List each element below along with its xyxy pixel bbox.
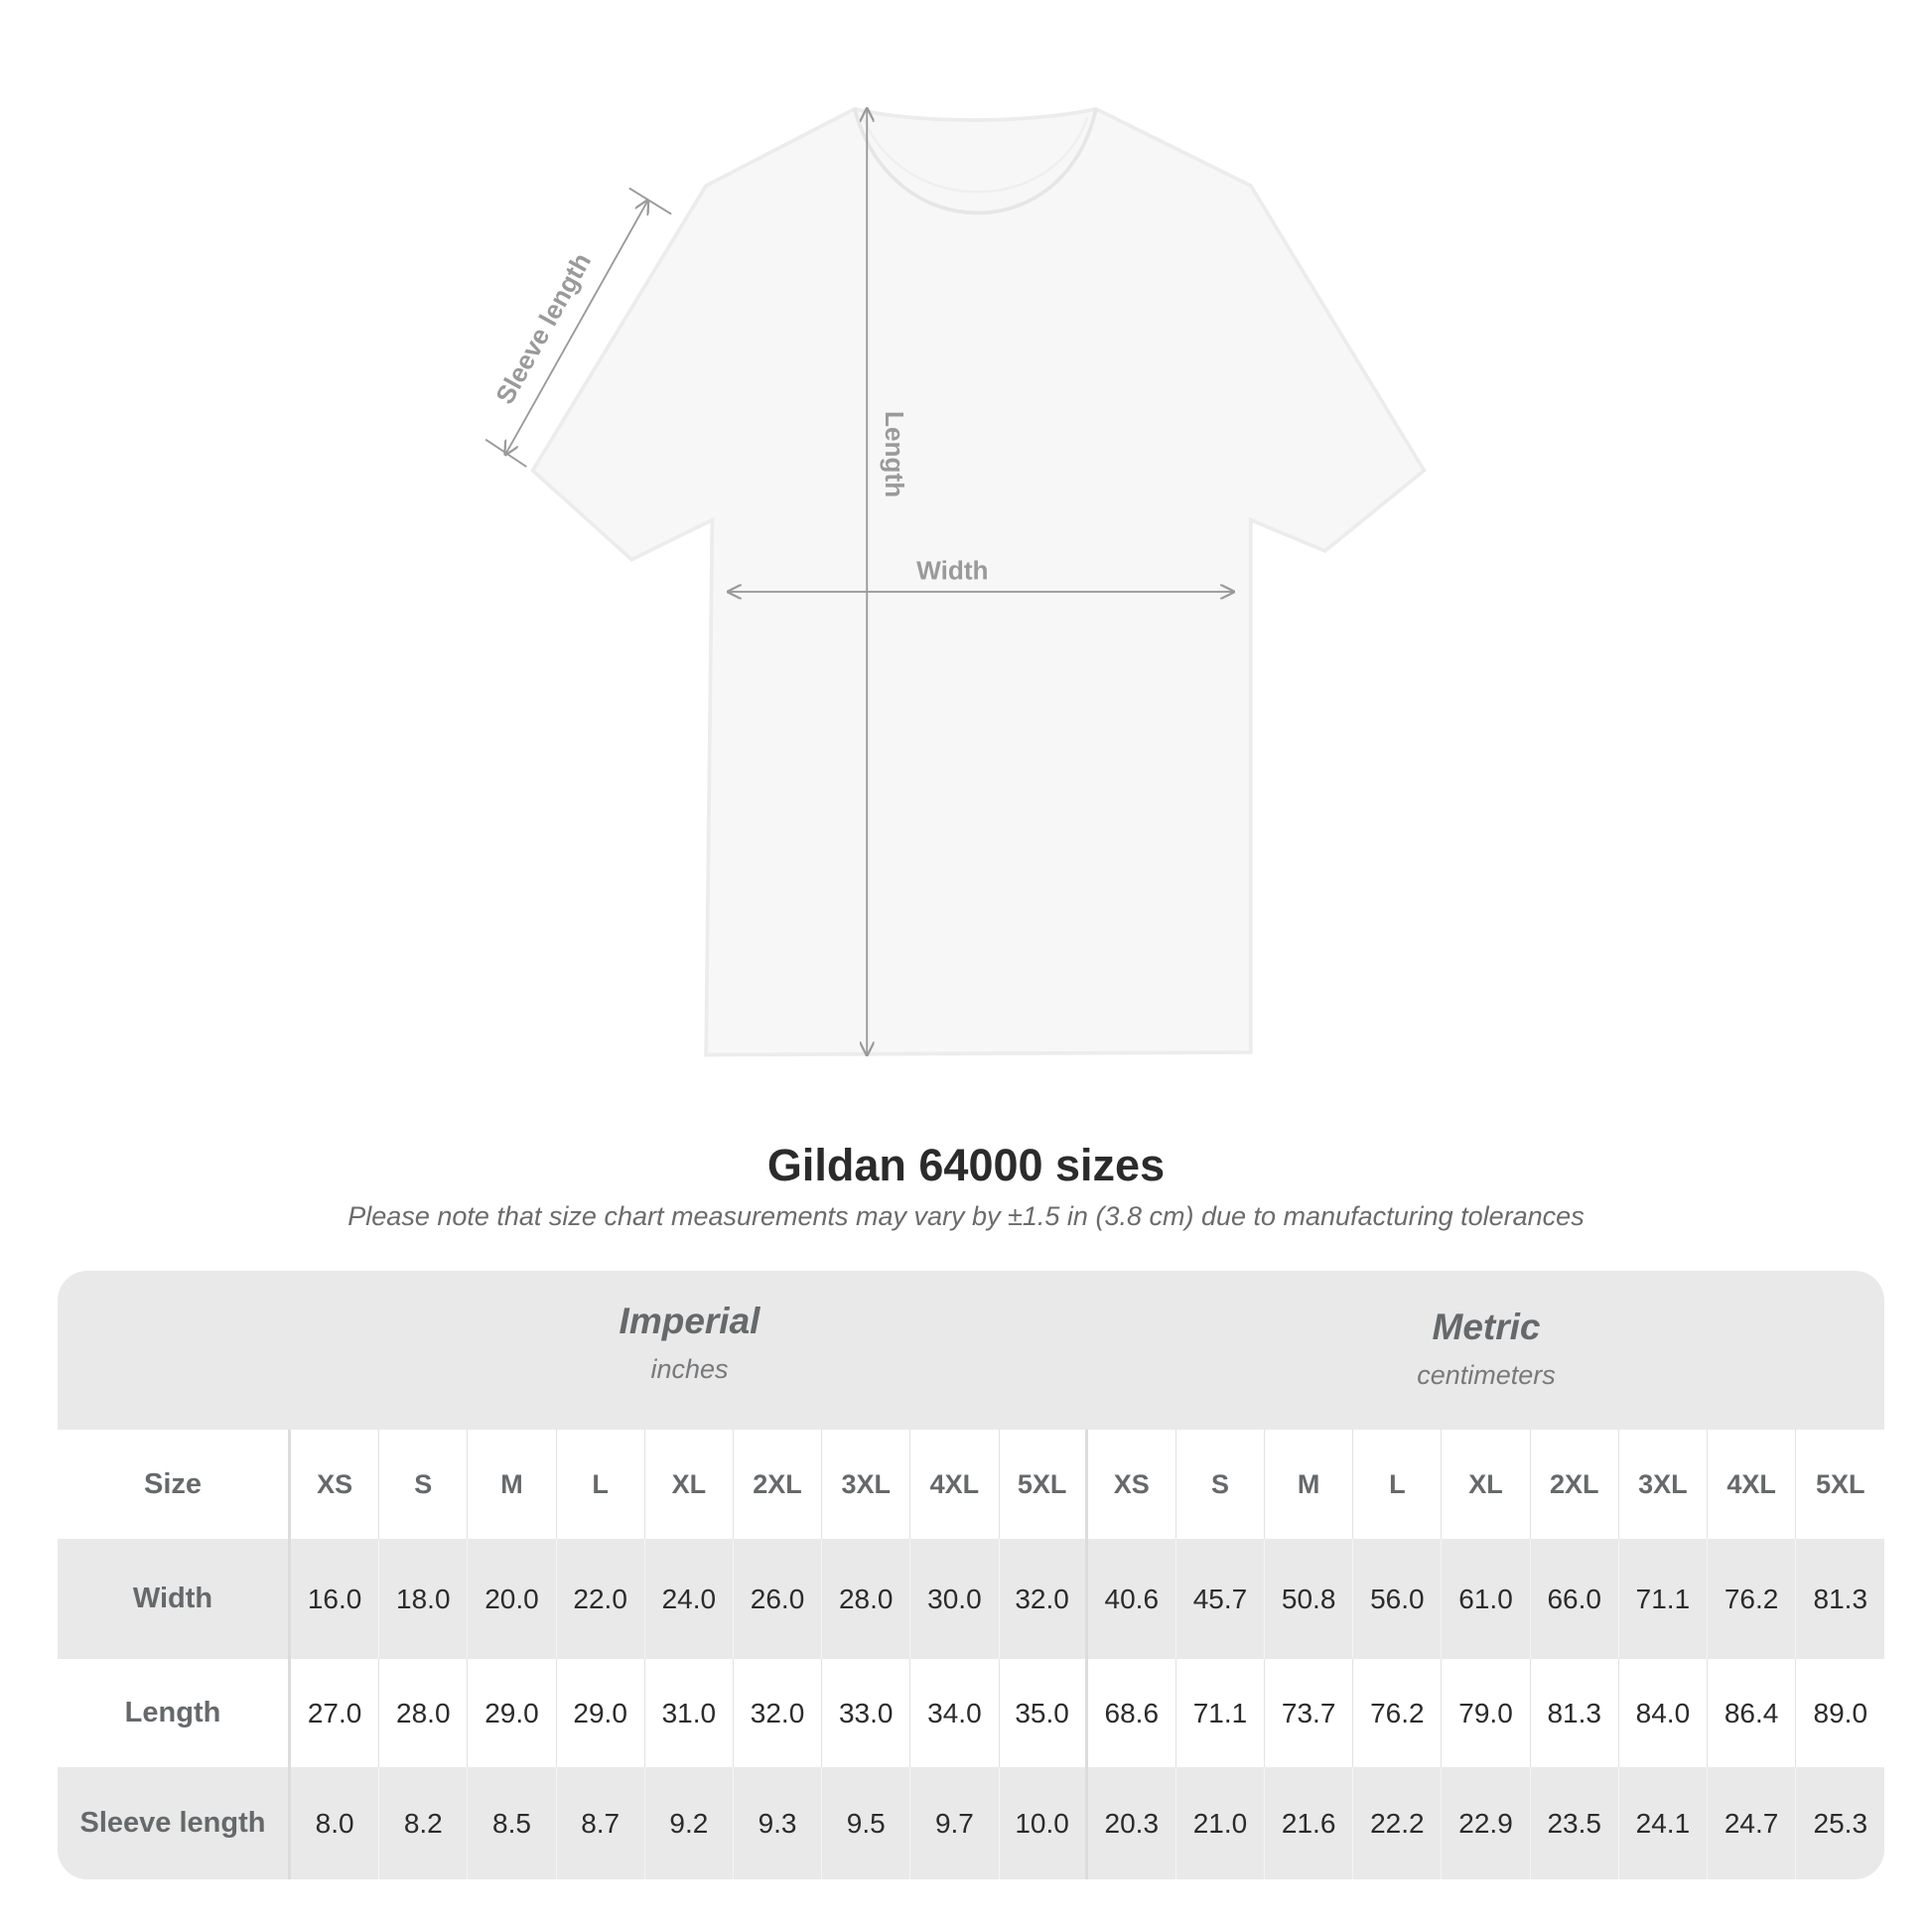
table-cell: 9.2	[645, 1767, 734, 1879]
table-cell: 79.0	[1442, 1659, 1531, 1767]
table-cell: 61.0	[1442, 1539, 1531, 1659]
table-cell: 66.0	[1531, 1539, 1619, 1659]
table-cell: 86.4	[1708, 1659, 1797, 1767]
length-label: Length	[880, 411, 909, 497]
table-cell: 9.5	[822, 1767, 911, 1879]
metric-unit: centimeters	[1417, 1360, 1556, 1390]
table-cell: 45.7	[1176, 1539, 1266, 1659]
table-cell: 20.3	[1088, 1767, 1176, 1879]
tolerance-note: Please note that size chart measurements…	[347, 1201, 1585, 1231]
tshirt-shape	[530, 106, 1427, 1057]
table-cell: 21.0	[1176, 1767, 1266, 1879]
table-cell: 31.0	[645, 1659, 734, 1767]
table-cell: 32.0	[1000, 1539, 1088, 1659]
table-cell: 24.1	[1619, 1767, 1708, 1879]
table-cell: 30.0	[910, 1539, 1000, 1659]
table-cell: 71.1	[1176, 1659, 1266, 1767]
table-cell: 29.0	[557, 1659, 645, 1767]
table-cell: 68.6	[1088, 1659, 1176, 1767]
size-header: 5XL	[1816, 1468, 1865, 1499]
table-cell: 8.2	[379, 1767, 469, 1879]
table-cell: 22.2	[1353, 1767, 1443, 1879]
table-cell: 23.5	[1531, 1767, 1619, 1879]
metric-header: Metric centimeters	[1088, 1307, 1884, 1391]
table-cell: 56.0	[1353, 1539, 1443, 1659]
table-cell: 40.6	[1088, 1539, 1176, 1659]
row-label: Length	[58, 1659, 291, 1767]
table-cell: 34.0	[910, 1659, 1000, 1767]
tshirt-diagram: Sleeve length Length Width	[484, 106, 1427, 1057]
imperial-unit: inches	[650, 1354, 729, 1384]
size-header: XL	[645, 1430, 734, 1539]
table-row-length: Length 27.0 28.0 29.0 29.0 31.0 32.0 33.0 34.0 35…	[58, 1659, 1884, 1767]
sleeve-length-label: Sleeve length	[489, 248, 597, 409]
width-label: Width	[916, 556, 988, 586]
table-cell: 9.7	[910, 1767, 1000, 1879]
table-cell: 9.3	[734, 1767, 823, 1879]
size-header: S	[1176, 1430, 1266, 1539]
table-cell: 20.0	[468, 1539, 557, 1659]
imperial-header: Imperial inches	[291, 1301, 1088, 1385]
table-cell: 8.7	[557, 1767, 645, 1879]
table-cell: 22.0	[557, 1539, 645, 1659]
table-cell: 84.0	[1619, 1659, 1708, 1767]
table-row-sleeve-length: Sleeve length 8.0 8.2 8.5 8.7 9.2 9.3 9.5 9.7 10.…	[58, 1767, 1884, 1879]
size-header: M	[468, 1430, 557, 1539]
table-cell: 16.0	[291, 1539, 380, 1659]
table-cell: 73.7	[1265, 1659, 1354, 1767]
size-header: 3XL	[822, 1430, 911, 1539]
table-cell: 24.0	[645, 1539, 734, 1659]
table-cell: 81.3	[1531, 1659, 1619, 1767]
table-cell: 26.0	[734, 1539, 823, 1659]
metric-title: Metric	[1432, 1307, 1541, 1347]
table-cell: 35.0	[1000, 1659, 1088, 1767]
table-cell: 89.0	[1813, 1697, 1868, 1728]
table-cell: 32.0	[734, 1659, 823, 1767]
size-header: XS	[291, 1430, 380, 1539]
size-header: 2XL	[1531, 1430, 1619, 1539]
table-cell: 71.1	[1619, 1539, 1708, 1659]
imperial-title: Imperial	[619, 1301, 760, 1341]
row-label: Sleeve length	[58, 1767, 291, 1879]
size-header: S	[379, 1430, 469, 1539]
size-header: XS	[1088, 1430, 1176, 1539]
table-cell: 28.0	[822, 1539, 911, 1659]
table-row-size: Size XS S M L XL 2XL 3XL 4XL 5XL XS S M L XL 2XL 3XL 4XL 5…	[58, 1430, 1884, 1539]
table-cell: 8.0	[291, 1767, 380, 1879]
size-table: Imperial inches Metric centimeters Size X…	[58, 1271, 1884, 1879]
size-header: 5XL	[1000, 1430, 1088, 1539]
table-cell: 33.0	[822, 1659, 911, 1767]
size-header: M	[1265, 1430, 1354, 1539]
table-cell: 24.7	[1708, 1767, 1797, 1879]
table-cell: 28.0	[379, 1659, 469, 1767]
table-cell: 50.8	[1265, 1539, 1354, 1659]
table-cell: 18.0	[379, 1539, 469, 1659]
row-label: Width	[58, 1539, 291, 1659]
size-header: L	[557, 1430, 645, 1539]
size-header: 3XL	[1619, 1430, 1708, 1539]
sleeve-arrow	[505, 201, 647, 455]
size-header: L	[1353, 1430, 1443, 1539]
table-cell: 29.0	[468, 1659, 557, 1767]
page-title: Gildan 64000 sizes	[766, 1140, 1166, 1190]
size-header: 4XL	[910, 1430, 1000, 1539]
table-cell: 22.9	[1442, 1767, 1531, 1879]
size-header: 4XL	[1708, 1430, 1797, 1539]
row-label: Size	[58, 1430, 291, 1539]
size-header: XL	[1442, 1430, 1531, 1539]
table-row-width: Width 16.0 18.0 20.0 22.0 24.0 26.0 28.0 30.0 32.…	[58, 1539, 1884, 1659]
table-cell: 81.3	[1813, 1583, 1868, 1614]
table-cell: 27.0	[291, 1659, 380, 1767]
unit-header: Imperial inches Metric centimeters	[58, 1271, 1884, 1430]
table-cell: 8.5	[468, 1767, 557, 1879]
table-cell: 10.0	[1000, 1767, 1088, 1879]
table-cell: 76.2	[1708, 1539, 1797, 1659]
size-header: 2XL	[734, 1430, 823, 1539]
table-cell: 76.2	[1353, 1659, 1443, 1767]
table-cell: 25.3	[1813, 1807, 1868, 1839]
table-cell: 21.6	[1265, 1767, 1354, 1879]
